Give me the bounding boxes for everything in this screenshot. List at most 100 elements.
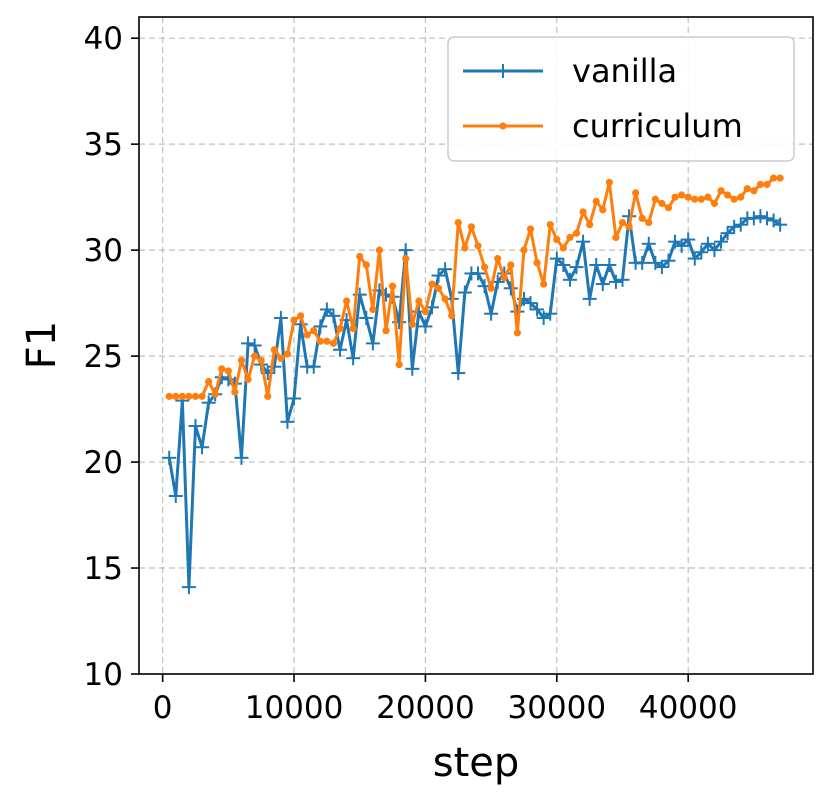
data-point-curriculum xyxy=(605,178,613,186)
legend-label-vanilla: vanilla xyxy=(572,52,677,90)
data-point-curriculum xyxy=(750,187,758,195)
data-point-vanilla xyxy=(326,308,341,323)
data-point-vanilla xyxy=(346,351,361,366)
data-point-vanilla xyxy=(569,260,584,275)
data-point-curriculum xyxy=(618,218,627,227)
data-point-vanilla xyxy=(168,488,183,503)
data-point-curriculum xyxy=(678,191,686,199)
plot-series xyxy=(162,174,788,595)
data-point-vanilla xyxy=(431,268,446,283)
data-point-curriculum xyxy=(316,337,324,345)
data-point-vanilla xyxy=(484,306,499,321)
data-point-vanilla xyxy=(306,359,321,374)
data-point-curriculum xyxy=(336,324,344,333)
data-point-curriculum xyxy=(264,392,272,400)
data-point-vanilla xyxy=(267,359,282,374)
series-vanilla xyxy=(162,209,788,595)
data-point-vanilla xyxy=(615,272,630,287)
data-point-curriculum xyxy=(329,339,338,347)
plot-frame xyxy=(138,16,814,675)
data-point-curriculum xyxy=(297,312,305,320)
data-point-vanilla xyxy=(562,272,577,287)
data-point-curriculum xyxy=(638,214,646,222)
data-point-curriculum xyxy=(743,185,751,193)
data-point-curriculum xyxy=(763,180,771,189)
data-point-vanilla xyxy=(760,211,775,226)
data-point-curriculum xyxy=(520,246,528,254)
data-point-curriculum xyxy=(185,392,193,400)
data-point-vanilla xyxy=(635,255,650,270)
data-point-curriculum xyxy=(579,208,587,216)
data-point-curriculum xyxy=(375,246,384,254)
data-point-curriculum xyxy=(434,284,443,292)
data-point-vanilla xyxy=(661,253,676,268)
data-point-curriculum xyxy=(717,187,725,195)
data-point-curriculum xyxy=(500,274,508,282)
data-point-vanilla xyxy=(503,281,518,296)
data-point-curriculum xyxy=(474,242,482,250)
data-point-curriculum xyxy=(769,174,778,182)
data-point-curriculum xyxy=(566,233,574,242)
data-point-curriculum xyxy=(395,360,403,369)
data-point-vanilla xyxy=(398,243,413,258)
data-point-curriculum xyxy=(540,280,548,288)
data-point-vanilla xyxy=(247,338,262,353)
y-axis-title: F1 xyxy=(19,321,65,369)
data-point-curriculum xyxy=(290,316,298,324)
data-point-curriculum xyxy=(277,354,285,362)
data-point-vanilla xyxy=(201,395,216,410)
data-point-vanilla xyxy=(773,217,788,232)
data-point-curriculum xyxy=(691,195,699,203)
data-point-curriculum xyxy=(323,337,331,345)
data-point-curriculum xyxy=(730,195,738,203)
data-point-curriculum xyxy=(205,377,213,386)
data-point-vanilla xyxy=(273,310,288,325)
data-point-vanilla xyxy=(162,450,177,465)
data-point-vanilla xyxy=(241,336,256,351)
data-point-curriculum xyxy=(487,284,495,292)
data-point-vanilla xyxy=(523,296,538,311)
x-axis-title: step xyxy=(433,740,520,786)
x-tick-label: 30000 xyxy=(507,690,606,726)
data-point-curriculum xyxy=(697,195,705,203)
data-point-curriculum xyxy=(599,206,607,214)
data-point-vanilla xyxy=(405,361,420,376)
legend-marker-curriculum xyxy=(499,122,507,130)
y-axis: 10 15 20 25 30 35 40 xyxy=(84,21,139,693)
y-tick-label: 35 xyxy=(84,127,123,163)
data-point-curriculum xyxy=(664,204,673,212)
data-point-vanilla xyxy=(451,366,466,381)
x-axis: 0 10000 20000 30000 40000 xyxy=(153,674,738,726)
data-point-vanilla xyxy=(714,234,729,249)
data-point-vanilla xyxy=(319,302,334,317)
x-tick-label: 20000 xyxy=(376,690,475,726)
data-point-vanilla xyxy=(188,419,203,434)
data-point-vanilla xyxy=(195,440,210,455)
data-point-vanilla xyxy=(694,245,709,260)
data-point-curriculum xyxy=(671,193,679,201)
data-point-vanilla xyxy=(733,217,748,232)
data-point-curriculum xyxy=(237,356,246,364)
data-point-curriculum xyxy=(480,263,489,271)
y-tick-label: 30 xyxy=(84,233,123,269)
data-point-vanilla xyxy=(333,342,348,357)
data-point-vanilla xyxy=(556,257,571,272)
data-point-curriculum xyxy=(710,199,719,208)
data-point-curriculum xyxy=(572,229,581,237)
data-point-curriculum xyxy=(369,305,377,314)
data-point-curriculum xyxy=(388,282,397,290)
x-tick-label: 40000 xyxy=(639,690,738,726)
data-point-curriculum xyxy=(218,365,226,373)
data-point-vanilla xyxy=(707,243,722,258)
data-point-vanilla xyxy=(530,302,545,317)
data-point-curriculum xyxy=(251,352,259,360)
data-point-vanilla xyxy=(313,319,328,334)
data-point-curriculum xyxy=(231,388,239,396)
data-point-curriculum xyxy=(270,346,278,354)
data-point-curriculum xyxy=(461,244,469,252)
data-point-vanilla xyxy=(543,306,558,321)
data-point-vanilla xyxy=(438,262,453,277)
data-point-curriculum xyxy=(356,252,364,261)
data-point-vanilla xyxy=(234,450,249,465)
data-point-vanilla xyxy=(418,319,433,334)
